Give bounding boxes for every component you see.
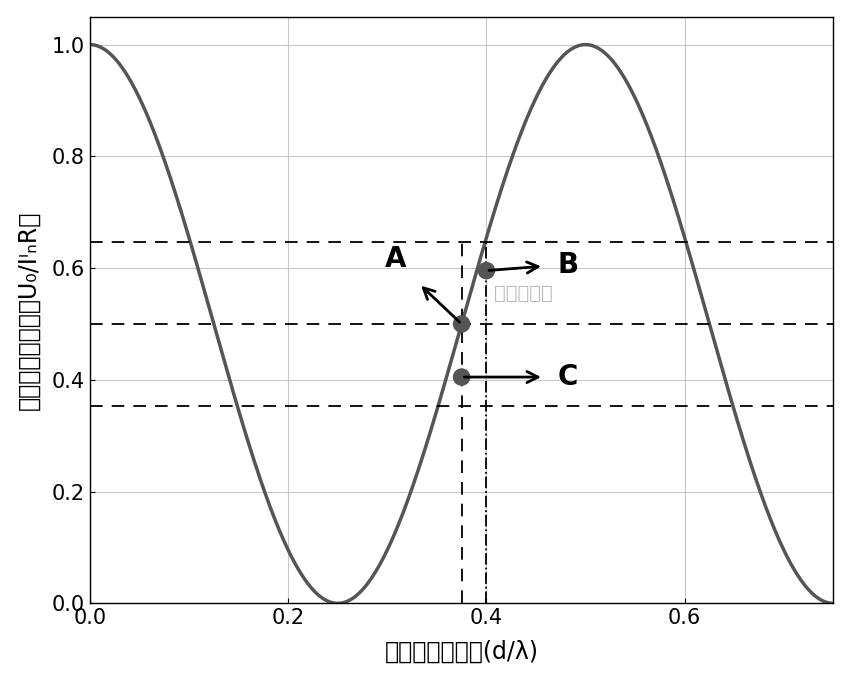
Point [479, 265, 493, 276]
X-axis label: 归一化极板间距(d/λ): 归一化极板间距(d/λ) [384, 639, 539, 663]
Text: A: A [384, 245, 406, 273]
Y-axis label: 归一化输出光强（U₀/IᴵₙR）: 归一化输出光强（U₀/IᴵₙR） [17, 210, 41, 410]
Point [455, 372, 468, 383]
Text: B: B [558, 251, 579, 279]
Point [455, 318, 468, 329]
Text: 闭环工作点: 闭环工作点 [495, 284, 553, 303]
Text: C: C [558, 363, 578, 391]
